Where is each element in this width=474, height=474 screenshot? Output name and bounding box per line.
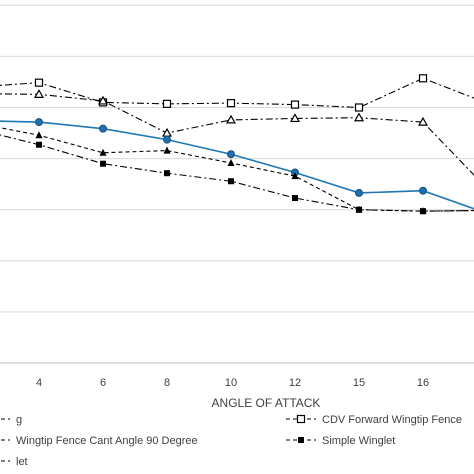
- gridlines: [0, 4, 474, 364]
- data-point-marker: [161, 127, 173, 137]
- series-line: [0, 77, 474, 109]
- data-point-marker: [226, 99, 236, 108]
- data-point-marker: [298, 437, 304, 443]
- data-point-marker: [163, 146, 171, 154]
- legend: g CDV Forward Wingtip Fence Wingtip Fence …: [0, 414, 462, 468]
- series-1: [0, 89, 474, 176]
- legend-item: Wingtip Fence Cant Angle 90 Degree: [0, 435, 198, 447]
- data-point-marker: [418, 74, 428, 83]
- data-point-marker: [289, 113, 301, 123]
- data-point-marker: [164, 170, 170, 177]
- data-point-marker: [35, 131, 43, 139]
- data-point-marker: [228, 178, 234, 185]
- data-point-marker: [99, 124, 107, 133]
- data-point-marker: [36, 141, 42, 148]
- x-tick-label: 4: [36, 377, 42, 389]
- legend-item: CDV Forward Wingtip Fence: [286, 414, 462, 426]
- series-line: [0, 134, 474, 212]
- data-point-marker: [97, 95, 109, 105]
- data-point-marker: [99, 148, 107, 156]
- data-point-marker: [353, 112, 365, 122]
- x-tick-label: 15: [353, 377, 365, 389]
- legend-item: let: [0, 456, 28, 468]
- x-axis-title: ANGLE OF ATTACK: [212, 396, 321, 410]
- data-point-marker: [225, 114, 237, 124]
- data-point-marker: [162, 99, 172, 108]
- legend-label: let: [16, 456, 28, 468]
- data-point-marker: [100, 160, 106, 167]
- data-point-marker: [33, 89, 45, 98]
- data-point-marker: [296, 414, 306, 424]
- series-3: [0, 127, 474, 215]
- data-point-marker: [292, 195, 298, 202]
- x-tick-label: 12: [289, 377, 301, 389]
- x-tick-label: 10: [225, 377, 237, 389]
- data-point-marker: [417, 116, 429, 126]
- data-point-marker: [34, 78, 44, 87]
- legend-label: g: [16, 414, 22, 426]
- data-point-marker: [291, 172, 299, 180]
- legend-item: Simple Winglet: [286, 435, 395, 447]
- legend-item: g: [0, 414, 22, 426]
- series-4: [0, 134, 474, 215]
- series-line: [0, 127, 474, 212]
- series-2: [0, 118, 474, 210]
- x-tick-label: 8: [164, 377, 170, 389]
- data-point-marker: [227, 158, 235, 166]
- legend-label: Wingtip Fence Cant Angle 90 Degree: [16, 435, 198, 447]
- data-point-marker: [354, 103, 364, 112]
- data-point-marker: [420, 208, 426, 215]
- data-point-marker: [356, 206, 362, 213]
- x-tick-label: 16: [417, 377, 429, 389]
- series-0: [0, 74, 474, 112]
- series-line: [0, 120, 474, 210]
- data-point-marker: [355, 188, 363, 197]
- x-tick-label: 6: [100, 377, 106, 389]
- data-point-marker: [163, 135, 171, 144]
- data-point-marker: [227, 150, 235, 159]
- legend-label: CDV Forward Wingtip Fence: [322, 414, 462, 426]
- data-point-marker: [290, 100, 300, 109]
- series-layer: [0, 74, 474, 215]
- legend-label: Simple Winglet: [322, 435, 395, 447]
- data-point-marker: [419, 186, 427, 195]
- data-point-marker: [35, 118, 43, 127]
- x-tick-labels: 24681012151618: [36, 377, 429, 389]
